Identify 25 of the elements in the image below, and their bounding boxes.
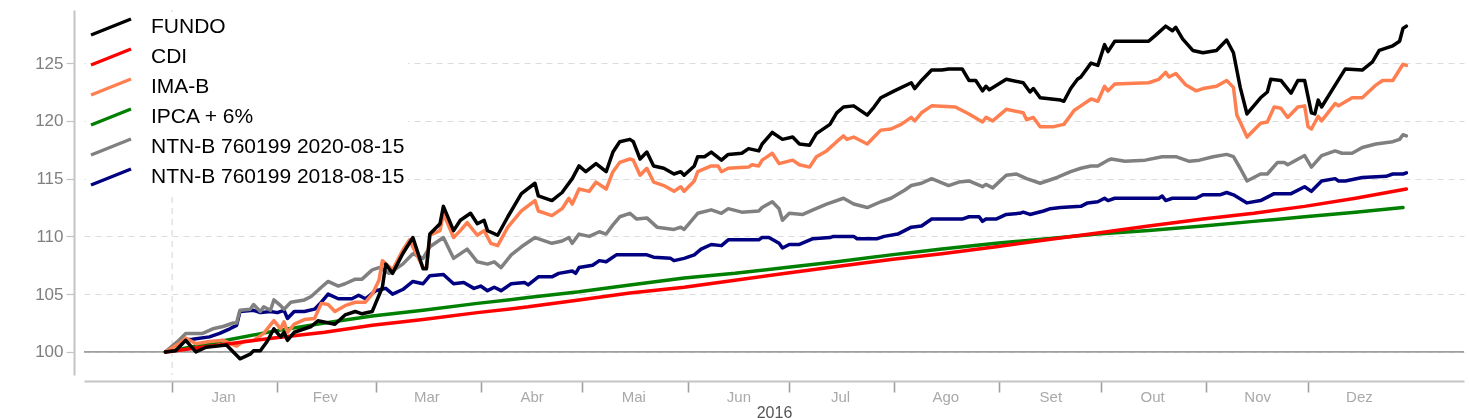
x-tick-label: Abr — [520, 387, 544, 405]
legend-label: CDI — [151, 44, 188, 67]
y-tick-label: 125 — [35, 53, 64, 73]
x-tick-label: Out — [1140, 387, 1166, 405]
x-tick-label: Ago — [932, 387, 960, 405]
y-tick-label: 110 — [36, 226, 64, 246]
legend-label: IMA-B — [151, 74, 210, 97]
x-tick-label: Dez — [1346, 387, 1373, 405]
x-tick-label: Jan — [211, 387, 236, 405]
legend-label: NTN-B 760199 2018-08-15 — [151, 164, 405, 187]
x-axis-title: 2016 — [756, 403, 793, 418]
x-tick-label: Jun — [726, 387, 751, 405]
x-tick-label: Set — [1039, 387, 1063, 405]
y-tick-label: 100 — [35, 342, 64, 362]
x-tick-label: Jul — [831, 387, 851, 405]
y-tick-label: 105 — [35, 284, 64, 304]
legend-label: NTN-B 760199 2020-08-15 — [151, 134, 405, 157]
x-tick-label: Nov — [1244, 387, 1272, 405]
legend-label: FUNDO — [151, 14, 226, 37]
y-tick-label: 120 — [35, 111, 64, 131]
x-tick-label: Fev — [312, 387, 339, 405]
x-tick-label: Mai — [621, 387, 646, 405]
y-tick-label: 115 — [36, 169, 64, 189]
legend-label: IPCA + 6% — [151, 104, 254, 127]
x-tick-label: Mar — [414, 387, 440, 405]
